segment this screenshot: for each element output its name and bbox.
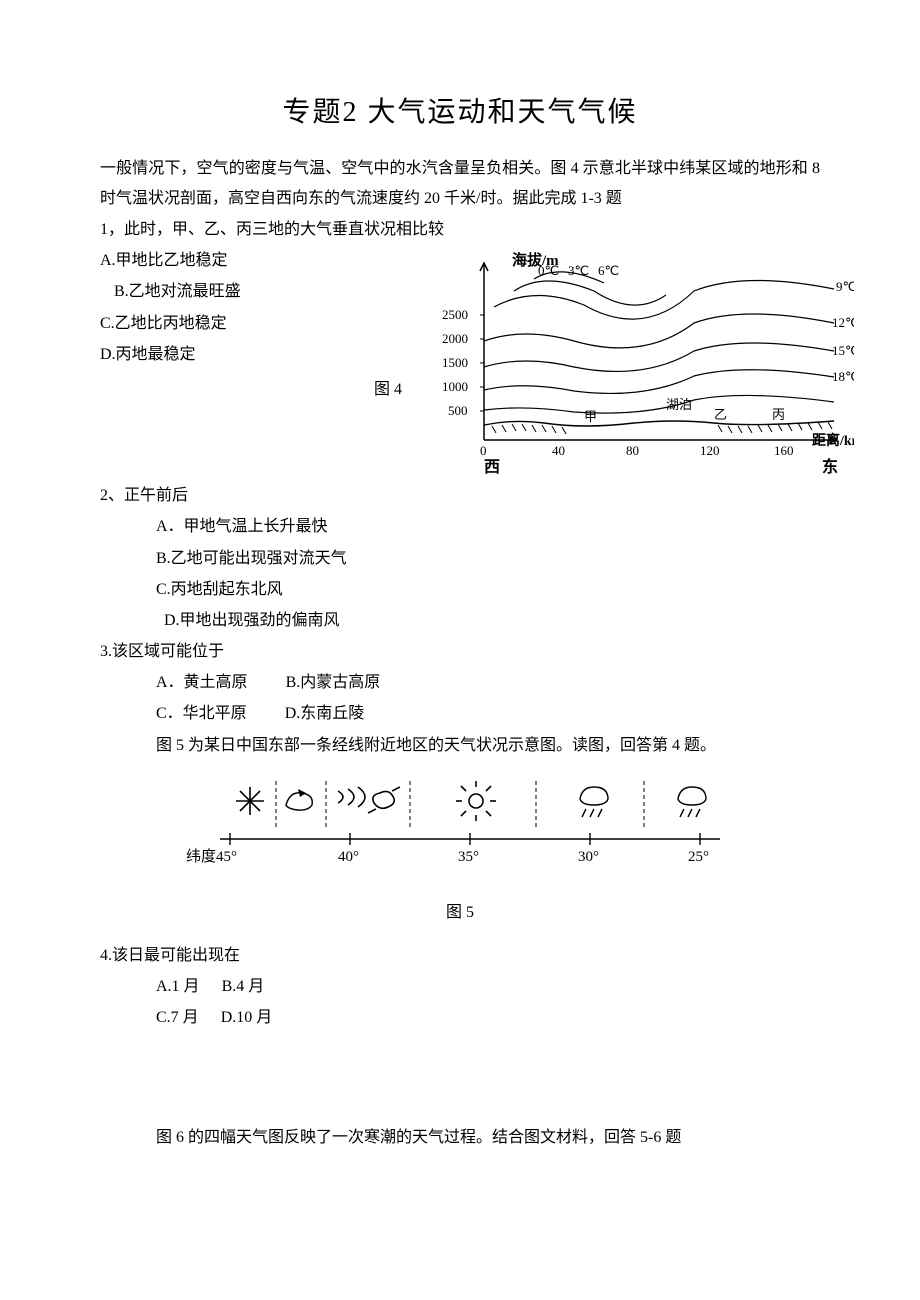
fig4-y-ticks: 500 1000 1500 2000 2500 xyxy=(442,307,484,418)
figure4-svg: 海拔/m 500 1000 1500 2000 2500 0 xyxy=(434,245,854,475)
q1-options-and-figure4: A.甲地比乙地稳定 B.乙地对流最旺盛 C.乙地比丙地稳定 D.丙地最稳定 图 … xyxy=(100,245,820,480)
svg-text:40°: 40° xyxy=(338,849,359,865)
q2-block: 2、正午前后 A．甲地气温上长升最快 B.乙地可能出现强对流天气 C.丙地刮起东… xyxy=(100,480,820,636)
q1-option-a: A.甲地比乙地稳定 xyxy=(100,245,320,276)
svg-text:15℃: 15℃ xyxy=(832,343,854,358)
svg-text:2500: 2500 xyxy=(442,307,468,322)
fig4-isotherms xyxy=(484,272,834,413)
svg-text:30°: 30° xyxy=(578,849,599,865)
svg-text:18℃: 18℃ xyxy=(832,369,854,384)
q4-option-a: A.1 月 xyxy=(156,971,200,1002)
q2-option-b: B.乙地可能出现强对流天气 xyxy=(100,543,820,574)
figure4-label: 图 4 xyxy=(334,245,420,399)
fig4-east: 东 xyxy=(822,457,838,475)
svg-text:丙: 丙 xyxy=(772,407,785,422)
svg-text:160: 160 xyxy=(774,443,794,458)
svg-text:25°: 25° xyxy=(688,849,709,865)
page-title: 专题2 大气运动和天气气候 xyxy=(100,90,820,130)
q1-option-b: B.乙地对流最旺盛 xyxy=(100,276,320,307)
q3-option-b: B.内蒙古高原 xyxy=(286,667,381,698)
svg-text:1500: 1500 xyxy=(442,355,468,370)
q2-option-c: C.丙地刮起东北风 xyxy=(100,574,820,605)
fig4-iso-top-labels: 0℃ 3℃ 6℃ xyxy=(538,263,619,278)
fig4-iso-right-labels: 9℃ 12℃ 15℃ 18℃ xyxy=(832,279,854,384)
q3-block: 3.该区域可能位于 A．黄土高原 B.内蒙古高原 C．华北平原 D.东南丘陵 图… xyxy=(100,636,820,761)
fig4-x-axis-title: 距离/km xyxy=(812,432,854,449)
q3-stem: 3.该区域可能位于 xyxy=(100,636,820,667)
svg-text:湖泊: 湖泊 xyxy=(666,397,692,412)
svg-text:2000: 2000 xyxy=(442,331,468,346)
svg-text:甲: 甲 xyxy=(584,409,597,424)
svg-text:乙: 乙 xyxy=(714,407,727,422)
svg-text:纬度45°: 纬度45° xyxy=(186,848,237,865)
blank-spacing xyxy=(100,1033,820,1123)
svg-text:6℃: 6℃ xyxy=(598,263,619,278)
svg-text:0: 0 xyxy=(480,443,487,458)
q3-option-d: D.东南丘陵 xyxy=(285,698,365,729)
q4-option-d: D.10 月 xyxy=(221,1002,273,1033)
q1-stem: 1，此时，甲、乙、丙三地的大气垂直状况相比较 xyxy=(100,215,820,245)
q4-option-b: B.4 月 xyxy=(222,971,265,1002)
rain-icon-1 xyxy=(580,787,608,817)
fig4-x-ticks: 0 40 80 120 160 xyxy=(480,443,794,458)
q4-stem: 4.该日最可能出现在 xyxy=(100,940,820,971)
wind-icon xyxy=(338,787,365,807)
snow-icon xyxy=(236,787,264,815)
q3-option-c: C．华北平原 xyxy=(156,698,247,729)
fig4-west: 西 xyxy=(484,458,500,475)
duststorm-icon xyxy=(368,787,400,813)
sun-icon xyxy=(456,781,496,821)
svg-text:35°: 35° xyxy=(458,849,479,865)
q4-option-c: C.7 月 xyxy=(156,1002,199,1033)
document-page: 专题2 大气运动和天气气候 一般情况下，空气的密度与气温、空气中的水汽含量呈负相… xyxy=(0,0,920,1300)
q1-options: A.甲地比乙地稳定 B.乙地对流最旺盛 C.乙地比丙地稳定 D.丙地最稳定 xyxy=(100,245,320,370)
q56-intro: 图 6 的四幅天气图反映了一次寒潮的天气过程。结合图文材料，回答 5-6 题 xyxy=(100,1123,820,1153)
svg-text:1000: 1000 xyxy=(442,379,468,394)
q2-stem: 2、正午前后 xyxy=(100,480,820,511)
rain-icon-2 xyxy=(678,787,706,817)
svg-text:80: 80 xyxy=(626,443,639,458)
figure5: 纬度45° 40° 35° 30° 25° xyxy=(100,769,820,884)
dust-icon xyxy=(286,789,312,810)
q2-option-d: D.甲地出现强劲的偏南风 xyxy=(100,605,820,636)
svg-text:0℃: 0℃ xyxy=(538,263,559,278)
intro-paragraph: 一般情况下，空气的密度与气温、空气中的水汽含量呈负相关。图 4 示意北半球中纬某… xyxy=(100,154,820,215)
fig5-tick-labels: 纬度45° 40° 35° 30° 25° xyxy=(186,848,709,865)
q1-option-d: D.丙地最稳定 xyxy=(100,339,320,370)
figure4: 海拔/m 500 1000 1500 2000 2500 0 xyxy=(434,245,854,480)
svg-text:120: 120 xyxy=(700,443,720,458)
figure5-caption: 图 5 xyxy=(100,898,820,922)
svg-text:12℃: 12℃ xyxy=(832,315,854,330)
fig5-intro: 图 5 为某日中国东部一条经线附近地区的天气状况示意图。读图，回答第 4 题。 xyxy=(100,730,820,761)
q4-block: 4.该日最可能出现在 A.1 月 B.4 月 C.7 月 D.10 月 xyxy=(100,940,820,1034)
q3-option-a: A．黄土高原 xyxy=(156,667,248,698)
q2-option-a: A．甲地气温上长升最快 xyxy=(100,511,820,542)
svg-text:9℃: 9℃ xyxy=(836,279,854,294)
figure5-svg: 纬度45° 40° 35° 30° 25° xyxy=(180,769,740,879)
svg-text:40: 40 xyxy=(552,443,565,458)
q1-option-c: C.乙地比丙地稳定 xyxy=(100,308,320,339)
fig4-location-labels: 湖泊 甲 乙 丙 xyxy=(584,397,785,424)
svg-text:500: 500 xyxy=(448,403,468,418)
svg-text:3℃: 3℃ xyxy=(568,263,589,278)
